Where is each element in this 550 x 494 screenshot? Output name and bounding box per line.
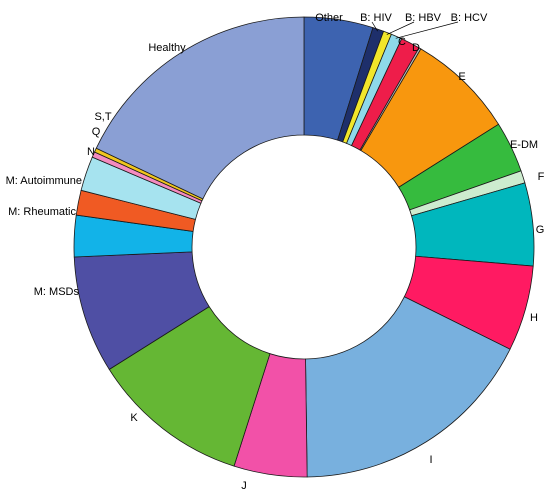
leader-b-hcv xyxy=(395,21,459,39)
label-g: G xyxy=(536,224,545,236)
slice-healthy xyxy=(95,16,305,200)
label-h: H xyxy=(530,312,538,324)
label-e: E xyxy=(458,71,465,83)
label-j: J xyxy=(241,480,247,492)
label-n: N xyxy=(87,146,95,158)
label-q: Q xyxy=(92,126,101,138)
label-other: Other xyxy=(315,12,343,24)
label-b-hbv: B: HBV xyxy=(405,12,442,24)
slice-i xyxy=(305,296,511,478)
label-c: C xyxy=(398,36,406,48)
label-group: Other B: HIV B: HBV B: HCV C D E E-DM F G H I J K M: M… xyxy=(6,12,545,492)
leader-group xyxy=(371,21,459,39)
label-m-msds: M: MSDs xyxy=(34,286,80,298)
label-m-autoimmune: M: Autoimmune xyxy=(6,175,82,187)
leader-b-hiv xyxy=(371,21,378,32)
label-i: I xyxy=(429,454,432,466)
label-b-hcv: B: HCV xyxy=(451,12,488,24)
label-healthy: Healthy xyxy=(148,42,186,54)
leader-b-hbv xyxy=(386,21,415,35)
label-s-t: S,T xyxy=(94,111,111,123)
label-d: D xyxy=(412,42,420,54)
label-b-hiv: B: HIV xyxy=(360,12,392,24)
slice-group xyxy=(73,16,535,478)
label-e-dm: E-DM xyxy=(510,139,538,151)
label-f: F xyxy=(538,171,545,183)
label-m-rheumatic: M: Rheumatic xyxy=(8,206,76,218)
label-k: K xyxy=(130,412,138,424)
